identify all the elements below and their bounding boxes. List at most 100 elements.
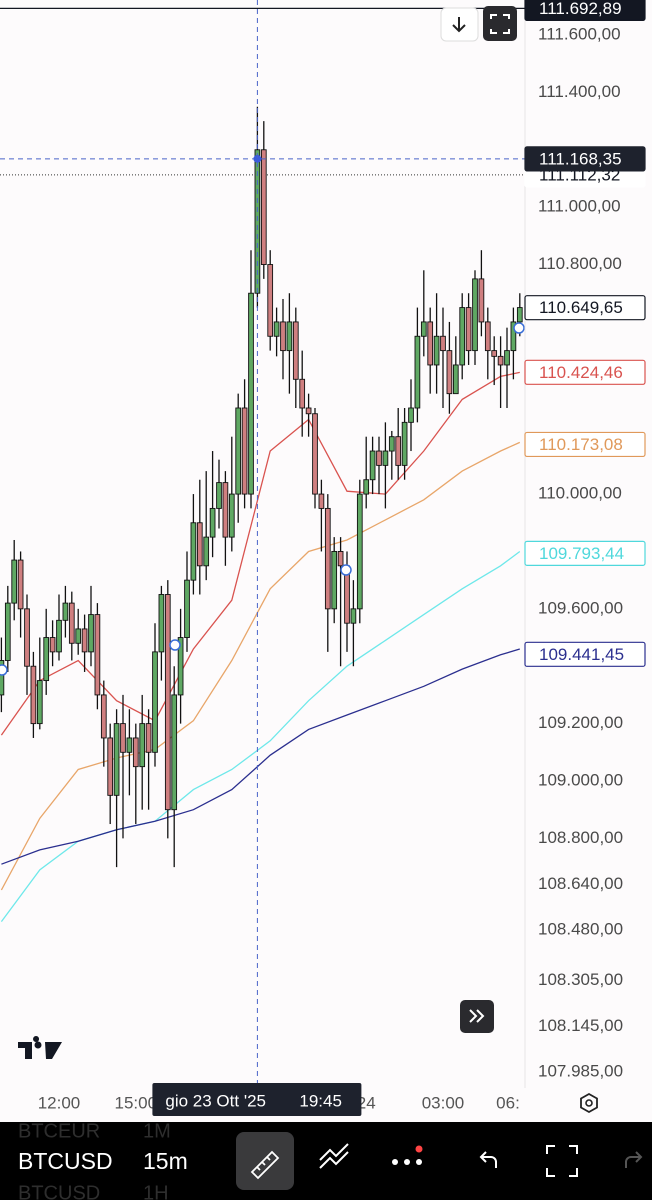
- candle: [401, 408, 408, 480]
- candle-body: [36, 680, 43, 725]
- interval-prev: 1M: [143, 1120, 171, 1142]
- undo-icon[interactable]: [479, 1151, 497, 1168]
- price-label: 109.441,45: [539, 645, 624, 664]
- candle: [171, 666, 178, 868]
- candle: [504, 327, 510, 408]
- candle: [235, 393, 242, 523]
- candle-body: [30, 665, 37, 725]
- candle: [267, 250, 274, 351]
- ruler-button[interactable]: [236, 1132, 294, 1190]
- price-label-box: [524, 0, 646, 21]
- candle-body: [356, 493, 363, 610]
- y-tick-label: 109.000,00: [538, 770, 623, 789]
- x-tick-label: 24: [357, 1093, 376, 1112]
- price-label-box: [524, 540, 646, 566]
- settings-icon[interactable]: [580, 1092, 598, 1114]
- candle-body: [190, 522, 197, 581]
- candle-body: [184, 579, 190, 638]
- symbol[interactable]: BTCUSD: [18, 1148, 113, 1174]
- candle: [395, 408, 402, 480]
- candle-body: [248, 292, 254, 495]
- candle-body: [49, 637, 56, 653]
- redo-icon[interactable]: [625, 1151, 643, 1168]
- candle: [465, 293, 472, 365]
- candle-body: [88, 614, 94, 653]
- more-dot[interactable]: [392, 1159, 398, 1165]
- candle-body: [132, 737, 139, 768]
- interval[interactable]: 15m: [143, 1148, 188, 1174]
- candle-body: [388, 436, 395, 452]
- candle: [139, 694, 146, 810]
- fullscreen-button[interactable]: [483, 6, 517, 41]
- candle: [190, 494, 197, 595]
- candle: [30, 651, 37, 738]
- candle: [478, 250, 485, 337]
- indicator-marker: [340, 564, 352, 576]
- candle-body: [504, 350, 510, 366]
- candle: [4, 585, 11, 672]
- candle: [203, 471, 210, 581]
- y-tick-label: 108.800,00: [538, 828, 623, 847]
- candle-body: [216, 482, 222, 509]
- x-tick-label: 03:00: [422, 1093, 465, 1112]
- candle-body: [312, 413, 318, 495]
- candle-body: [472, 278, 478, 352]
- candle: [126, 709, 133, 796]
- logo-dot: [34, 1041, 42, 1049]
- more-dot: [416, 1159, 422, 1165]
- candle-body: [68, 602, 75, 644]
- candle-body: [376, 450, 382, 466]
- candle: [286, 293, 293, 394]
- fullscreen-select-icon[interactable]: [546, 1145, 578, 1177]
- arrow-down-icon: [452, 17, 466, 33]
- candle: [376, 436, 382, 495]
- candle-body: [158, 594, 165, 653]
- candle: [209, 451, 216, 558]
- candle-body: [164, 594, 171, 811]
- candle-body: [414, 335, 421, 409]
- candle-body: [171, 694, 178, 811]
- candle: [164, 580, 171, 839]
- candle-body: [478, 278, 485, 323]
- candle: [184, 551, 190, 652]
- y-tick-label: 111.600,00: [538, 24, 621, 43]
- candle-body: [459, 307, 466, 366]
- candle: [222, 471, 229, 566]
- candle: [81, 614, 88, 672]
- candle-body: [75, 628, 82, 644]
- settings-icon-center: [585, 1099, 593, 1107]
- candle: [216, 459, 222, 529]
- y-tick-label: 108.305,00: [538, 970, 623, 989]
- candle-body: [324, 507, 331, 610]
- y-tick-label: 107.985,00: [538, 1062, 623, 1081]
- candle: [228, 436, 235, 552]
- candle: [107, 723, 114, 825]
- candle-body: [267, 264, 274, 337]
- candle-body: [318, 493, 325, 509]
- candle-body: [305, 407, 312, 415]
- candle-body: [107, 737, 114, 796]
- candle-body: [209, 507, 216, 538]
- patterns-icon[interactable]: [319, 1143, 349, 1169]
- logo: [18, 1036, 62, 1059]
- candle: [484, 307, 491, 380]
- crosshair-time: 19:45: [299, 1091, 342, 1110]
- candle: [56, 594, 62, 661]
- candle-body: [62, 602, 69, 621]
- price-label-box: [524, 641, 646, 667]
- candle-body: [446, 350, 453, 395]
- scroll-latest-button[interactable]: [460, 1000, 494, 1033]
- candle: [433, 293, 440, 394]
- candle: [43, 608, 50, 695]
- indicator-marker: [0, 664, 8, 676]
- candle: [292, 307, 299, 408]
- candle: [241, 379, 248, 509]
- candle-body: [222, 482, 229, 538]
- candle-body: [235, 407, 242, 495]
- candle-body: [273, 321, 280, 337]
- candle: [440, 307, 446, 408]
- candle-body: [292, 321, 299, 380]
- candle-body: [491, 350, 498, 357]
- candle-body: [152, 651, 158, 753]
- notification-dot: [415, 1145, 423, 1153]
